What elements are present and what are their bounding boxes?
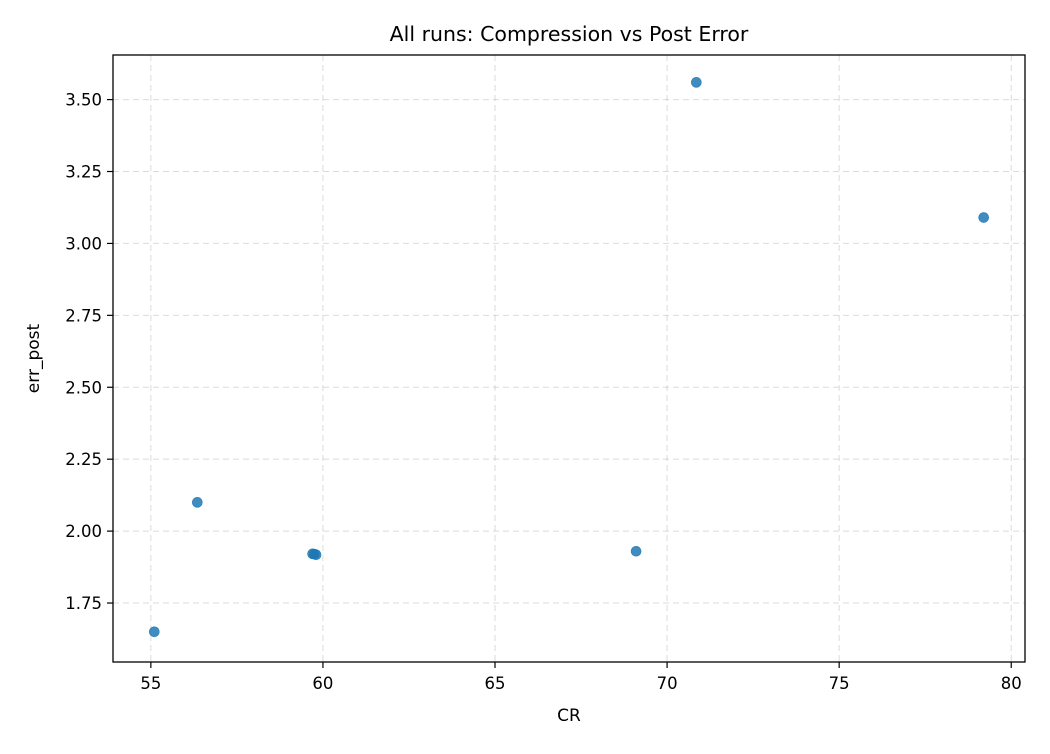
x-tick-label: 70 <box>657 674 678 693</box>
x-tick-label: 75 <box>829 674 850 693</box>
y-axis-ticks: 1.75 2.00 2.25 2.50 2.75 3.00 3.25 3.50 <box>65 91 113 613</box>
y-tick-label: 2.75 <box>65 306 102 325</box>
grid-lines <box>113 55 1025 662</box>
y-tick-label: 2.00 <box>65 522 102 541</box>
y-tick-label: 3.25 <box>65 163 102 182</box>
x-axis-title: CR <box>557 706 581 726</box>
scatter-point <box>691 77 702 88</box>
y-tick-label: 3.50 <box>65 91 102 110</box>
scatter-point <box>148 626 160 638</box>
y-tick-label: 2.50 <box>65 378 102 397</box>
y-axis-title: err_post <box>24 323 44 393</box>
y-tick-label: 3.00 <box>65 234 102 253</box>
scatter-point <box>630 545 642 557</box>
scatter-point <box>192 497 203 508</box>
scatter-point <box>978 212 990 223</box>
y-tick-label: 2.25 <box>65 450 102 469</box>
x-axis-ticks: 55 60 65 70 75 80 <box>140 662 1022 693</box>
data-points <box>148 77 990 638</box>
plot-area-frame <box>112 54 1026 663</box>
scatter-point <box>307 548 318 560</box>
y-tick-label: 1.75 <box>65 594 102 613</box>
x-tick-label: 65 <box>485 674 506 693</box>
x-tick-label: 60 <box>312 674 333 693</box>
x-tick-label: 80 <box>1001 674 1022 693</box>
x-tick-label: 55 <box>140 674 161 693</box>
chart-title: All runs: Compression vs Post Error <box>390 22 749 46</box>
